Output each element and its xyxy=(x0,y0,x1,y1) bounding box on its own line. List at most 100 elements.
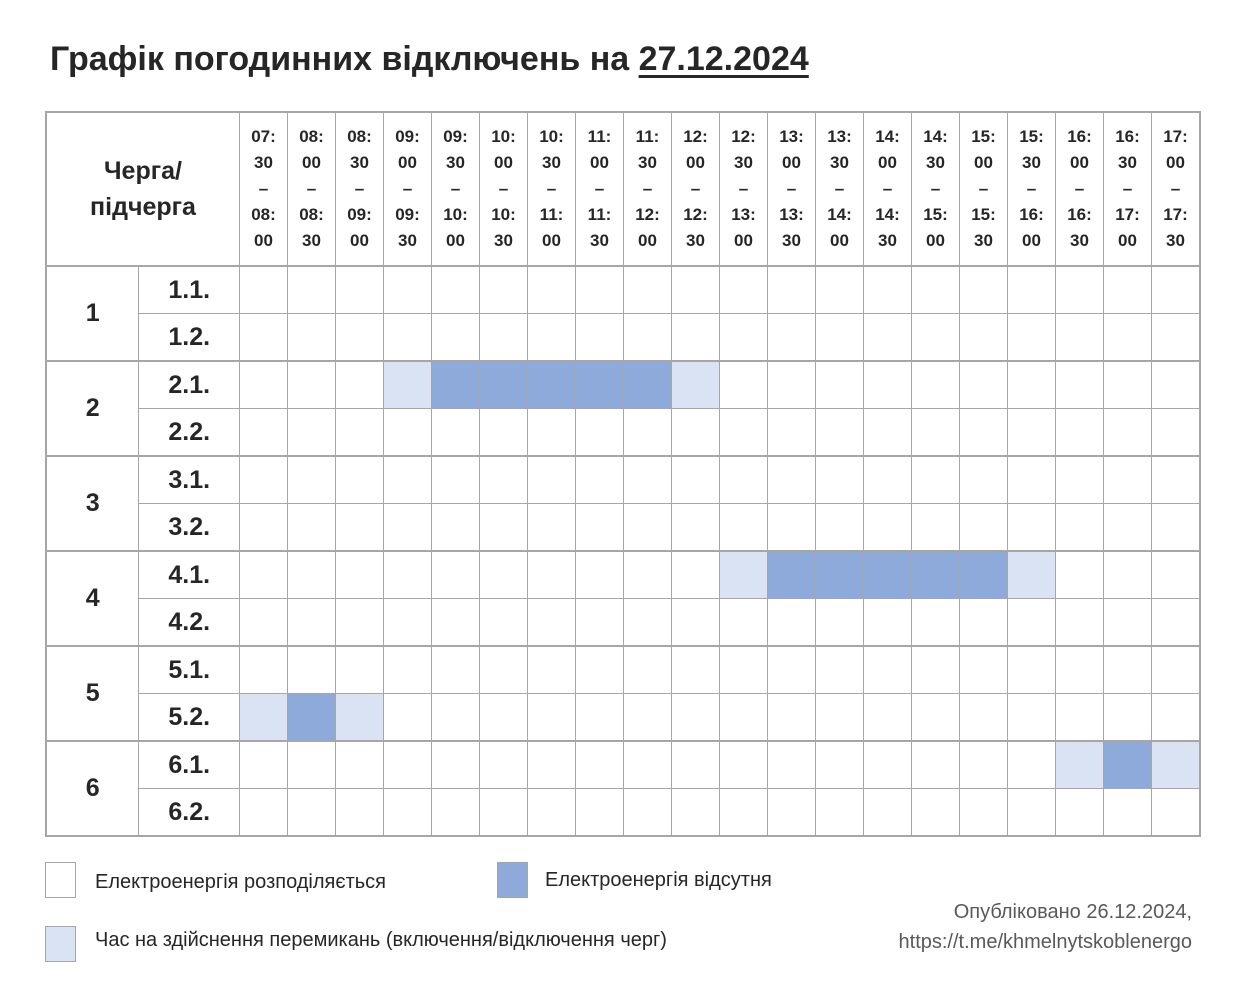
slot-cell-on xyxy=(767,503,816,552)
slot-cell-on xyxy=(479,788,528,837)
slot-cell-on xyxy=(863,645,912,694)
slot-cell-on xyxy=(575,645,624,694)
slot-header-part: 09: xyxy=(347,205,372,224)
subqueue-label: 6.1. xyxy=(138,740,240,789)
slot-cell-on xyxy=(575,693,624,742)
slot-header-part: 16: xyxy=(1067,127,1092,146)
slot-cell-off xyxy=(863,550,912,599)
slot-cell-on xyxy=(479,740,528,789)
slot-header-part: 11: xyxy=(587,127,612,146)
slot-header-19: 17: 00 – 17: 30 xyxy=(1151,111,1201,267)
slot-cell-on xyxy=(287,408,336,457)
slot-cell-on xyxy=(335,598,384,647)
slot-cell-on xyxy=(575,503,624,552)
slot-cell-on xyxy=(1055,408,1104,457)
legend-label-switch: Час на здійснення перемикань (включення/… xyxy=(95,929,667,951)
slot-cell-on xyxy=(623,503,672,552)
slot-cell-on xyxy=(1103,645,1152,694)
slot-header-part: 08: xyxy=(251,205,276,224)
slot-cell-on xyxy=(239,360,288,409)
slot-cell-on xyxy=(671,313,720,362)
legend-label-off: Електроенергія відсутня xyxy=(545,869,772,891)
slot-cell-on xyxy=(431,408,480,457)
slot-header-part: 00 xyxy=(926,231,945,250)
slot-cell-on xyxy=(623,598,672,647)
slot-header-part: 08: xyxy=(299,127,324,146)
slot-header-part: 00 xyxy=(830,231,849,250)
slot-cell-on xyxy=(911,503,960,552)
slot-cell-on xyxy=(767,598,816,647)
queue-label: 3 xyxy=(45,455,140,552)
slot-cell-on xyxy=(479,265,528,314)
slot-header-part: – xyxy=(786,179,797,198)
subqueue-label: 3.1. xyxy=(138,455,240,504)
slot-cell-on xyxy=(719,740,768,789)
title-date: 27.12.2024 xyxy=(638,40,809,78)
slot-header-part: 30 xyxy=(350,153,369,172)
slot-cell-on xyxy=(575,455,624,504)
slot-header-part: 16: xyxy=(1019,205,1044,224)
slot-header-part: – xyxy=(306,179,317,198)
slot-cell-off xyxy=(959,550,1008,599)
schedule-body: 1 1.1. 1.2. 2 2.1. 2.2. 3 3.1. 3.2. 4 4.1. 4.2. 5 5.1… xyxy=(45,265,1201,837)
slot-header-part: 00 xyxy=(1070,153,1089,172)
slot-cell-on xyxy=(287,645,336,694)
slot-header-7: 11: 00 – 11: 30 xyxy=(575,111,624,267)
slot-cell-on xyxy=(911,645,960,694)
slot-header-part: – xyxy=(1170,179,1181,198)
slot-cell-on xyxy=(239,313,288,362)
slot-cell-on xyxy=(911,313,960,362)
slot-cell-on xyxy=(767,455,816,504)
queue-label: 6 xyxy=(45,740,140,837)
slot-cell-on xyxy=(527,693,576,742)
slot-cell-on xyxy=(383,645,432,694)
slot-cell-on xyxy=(335,360,384,409)
slot-header-part: 30 xyxy=(446,153,465,172)
slot-cell-on xyxy=(527,550,576,599)
slot-header-part: 30 xyxy=(638,153,657,172)
slot-cell-switch xyxy=(719,550,768,599)
slot-cell-on xyxy=(1103,313,1152,362)
slot-header-part: 17: xyxy=(1163,127,1188,146)
slot-header-2: 08: 30 – 09: 00 xyxy=(335,111,384,267)
subqueue-row: 2.2. xyxy=(46,408,1201,457)
slot-header-part: – xyxy=(402,179,413,198)
slot-cell-on xyxy=(383,408,432,457)
slot-header-part: 12: xyxy=(731,127,756,146)
slot-cell-on xyxy=(1055,693,1104,742)
slot-cell-on xyxy=(527,503,576,552)
slot-cell-on xyxy=(383,693,432,742)
slot-header-14: 14: 30 – 15: 00 xyxy=(911,111,960,267)
slot-header-part: – xyxy=(546,179,557,198)
published-date: Опубліковано 26.12.2024, xyxy=(953,901,1192,923)
slot-cell-on xyxy=(719,598,768,647)
slot-cell-on xyxy=(671,740,720,789)
slot-header-part: 13: xyxy=(779,205,804,224)
slot-cell-on xyxy=(527,455,576,504)
slot-cell-on xyxy=(815,360,864,409)
subqueue-row: 5 5.1. xyxy=(45,645,1201,742)
slot-header-part: 14: xyxy=(827,205,852,224)
slot-header-part: 30 xyxy=(686,231,705,250)
slot-cell-on xyxy=(1007,455,1056,504)
slot-cell-on xyxy=(575,740,624,789)
slot-header-part: 30 xyxy=(974,231,993,250)
subqueue-label: 6.2. xyxy=(138,788,240,837)
slot-header-8: 11: 30 – 12: 00 xyxy=(623,111,672,267)
slot-cell-on xyxy=(479,550,528,599)
channel-link[interactable]: https://t.me/khmelnytskoblenergo xyxy=(898,931,1192,953)
slot-header-17: 16: 00 – 16: 30 xyxy=(1055,111,1104,267)
slot-header-part: 30 xyxy=(254,153,273,172)
slot-cell-on xyxy=(719,265,768,314)
slot-cell-on xyxy=(959,455,1008,504)
slot-cell-off xyxy=(527,360,576,409)
slot-cell-on xyxy=(431,265,480,314)
subqueue-label: 1.2. xyxy=(138,313,240,362)
slot-cell-on xyxy=(623,788,672,837)
slot-header-part: 10: xyxy=(491,205,516,224)
slot-cell-on xyxy=(815,503,864,552)
slot-cell-on xyxy=(575,598,624,647)
slot-cell-on xyxy=(671,645,720,694)
slot-cell-on xyxy=(239,408,288,457)
slot-header-part: 11: xyxy=(635,127,660,146)
